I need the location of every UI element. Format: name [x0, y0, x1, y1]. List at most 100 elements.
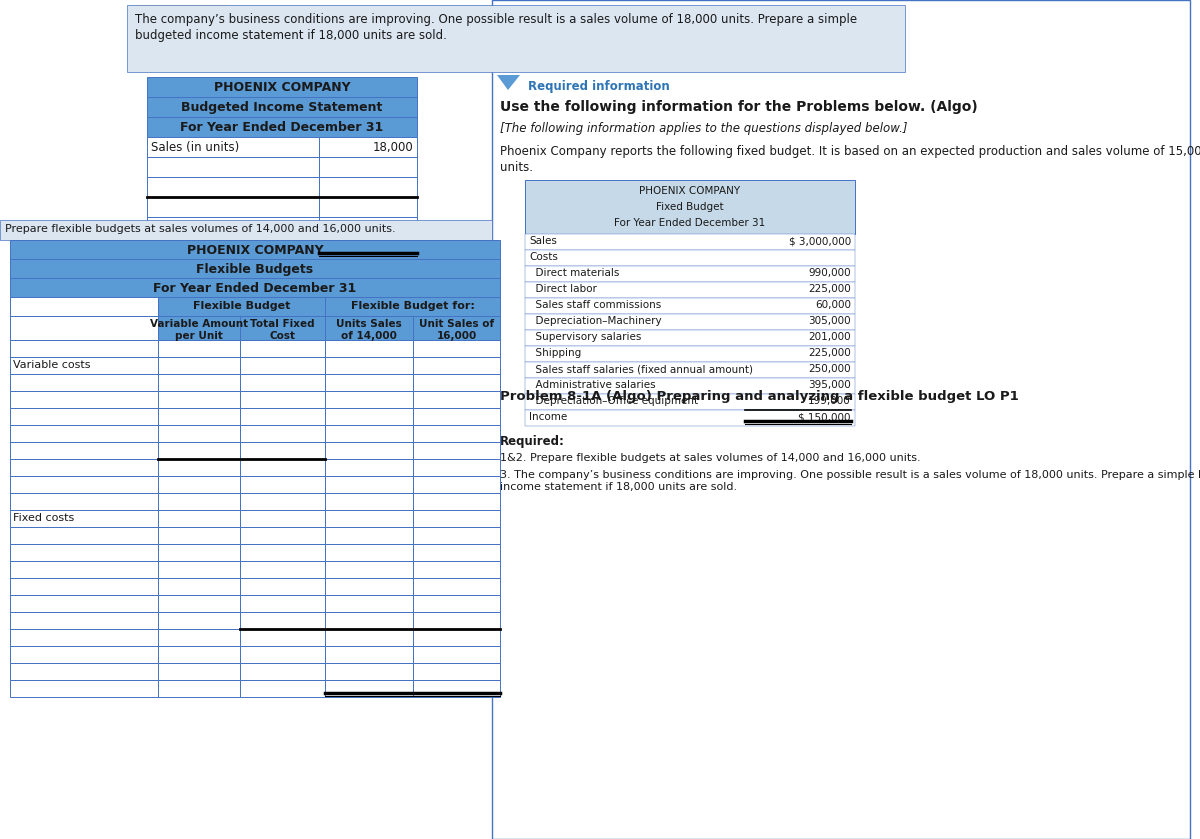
Text: $ 150,000: $ 150,000	[798, 412, 851, 422]
Bar	[240, 646, 325, 663]
Bar	[10, 595, 158, 612]
Text: Sales staff salaries (fixed annual amount): Sales staff salaries (fixed annual amoun…	[529, 364, 754, 374]
Text: 225,000: 225,000	[809, 348, 851, 358]
Bar	[10, 391, 158, 408]
Bar	[158, 612, 240, 629]
Bar	[10, 646, 158, 663]
Text: Depreciation–Office equipment: Depreciation–Office equipment	[529, 396, 698, 406]
Bar	[325, 493, 413, 510]
Bar	[325, 459, 413, 476]
Bar	[492, 0, 1190, 839]
Bar	[325, 527, 413, 544]
Bar	[158, 357, 240, 374]
Bar	[148, 237, 319, 257]
Text: PHOENIX COMPANY: PHOENIX COMPANY	[640, 186, 740, 196]
Bar	[10, 459, 158, 476]
Text: Use the following information for the Problems below. (Algo): Use the following information for the Pr…	[500, 100, 978, 114]
Bar	[413, 357, 500, 374]
Bar	[526, 378, 854, 394]
Bar	[10, 425, 158, 442]
Text: 225,000: 225,000	[809, 284, 851, 294]
Bar	[413, 561, 500, 578]
Bar	[240, 595, 325, 612]
Bar	[325, 612, 413, 629]
Bar	[526, 346, 854, 362]
Text: Flexible Budgets: Flexible Budgets	[197, 263, 313, 276]
Bar	[148, 97, 418, 117]
Bar	[413, 578, 500, 595]
Text: Sales staff commissions: Sales staff commissions	[529, 300, 661, 310]
Text: For Year Ended December 31: For Year Ended December 31	[154, 282, 356, 295]
Bar	[10, 527, 158, 544]
Bar	[158, 442, 240, 459]
Bar	[413, 663, 500, 680]
Bar	[325, 391, 413, 408]
Text: Flexible Budget: Flexible Budget	[193, 301, 290, 311]
Bar	[413, 595, 500, 612]
Bar	[10, 561, 158, 578]
Bar	[158, 493, 240, 510]
Text: 18,000: 18,000	[372, 141, 413, 154]
Bar	[240, 493, 325, 510]
Bar	[240, 391, 325, 408]
Bar	[0, 220, 492, 240]
Bar	[325, 629, 413, 646]
Text: Sales (in units): Sales (in units)	[151, 141, 239, 154]
Bar	[240, 544, 325, 561]
Bar	[325, 425, 413, 442]
Bar	[526, 250, 854, 266]
Bar	[413, 408, 500, 425]
Text: 990,000: 990,000	[809, 268, 851, 278]
Bar	[325, 442, 413, 459]
Bar	[10, 629, 158, 646]
Bar	[158, 595, 240, 612]
Bar	[413, 680, 500, 697]
Text: Units Sales
of 14,000: Units Sales of 14,000	[336, 319, 402, 341]
Text: $ 3,000,000: $ 3,000,000	[788, 236, 851, 246]
Polygon shape	[497, 75, 520, 90]
Text: 201,000: 201,000	[809, 332, 851, 342]
Bar	[158, 476, 240, 493]
Bar	[158, 663, 240, 680]
Text: Flexible Budget for:: Flexible Budget for:	[350, 301, 474, 311]
Bar	[148, 77, 418, 97]
Bar	[148, 137, 319, 157]
Bar	[158, 425, 240, 442]
Bar	[10, 259, 500, 278]
Bar	[413, 544, 500, 561]
Bar	[158, 459, 240, 476]
Bar	[240, 459, 325, 476]
Text: Income: Income	[529, 412, 568, 422]
Bar	[240, 680, 325, 697]
Bar	[240, 663, 325, 680]
Bar	[10, 316, 158, 340]
Bar	[413, 442, 500, 459]
Text: 1&2. Prepare flexible budgets at sales volumes of 14,000 and 16,000 units.: 1&2. Prepare flexible budgets at sales v…	[500, 453, 920, 463]
Text: Depreciation–Machinery: Depreciation–Machinery	[529, 316, 661, 326]
Bar	[10, 578, 158, 595]
Text: PHOENIX COMPANY: PHOENIX COMPANY	[214, 81, 350, 94]
Bar	[240, 629, 325, 646]
Bar	[240, 476, 325, 493]
Bar	[413, 629, 500, 646]
Bar	[319, 217, 418, 237]
Bar	[240, 408, 325, 425]
Bar	[240, 316, 325, 340]
Bar	[158, 374, 240, 391]
Text: Budgeted Income Statement: Budgeted Income Statement	[181, 101, 383, 114]
Bar	[526, 394, 854, 410]
Bar	[325, 374, 413, 391]
Bar	[158, 408, 240, 425]
Text: Required:: Required:	[500, 435, 565, 448]
Bar	[325, 476, 413, 493]
Bar	[158, 680, 240, 697]
Bar	[240, 374, 325, 391]
Bar	[240, 612, 325, 629]
Bar	[127, 5, 905, 72]
Bar	[158, 561, 240, 578]
Bar	[319, 237, 418, 257]
Bar	[158, 316, 240, 340]
Bar	[325, 297, 500, 316]
Bar	[240, 510, 325, 527]
Text: Variable Amount
per Unit: Variable Amount per Unit	[150, 319, 248, 341]
